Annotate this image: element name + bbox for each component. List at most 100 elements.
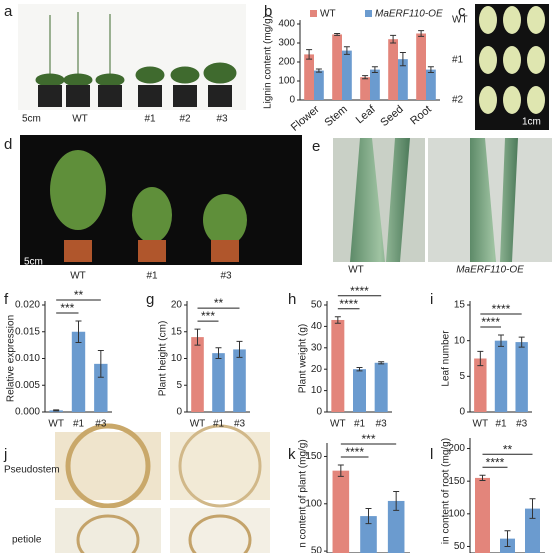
panel-letter: g (146, 291, 154, 308)
x-tick-label: Stem (322, 103, 349, 129)
bar (332, 470, 350, 553)
error-bar (236, 340, 243, 358)
bar (388, 39, 398, 100)
y-tick-label: 300 (278, 38, 295, 49)
panel-letter: e (312, 138, 320, 155)
photo-label: #1 (146, 271, 158, 282)
x-tick-label: #3 (376, 419, 388, 430)
error-bar (399, 52, 406, 67)
x-tick-label: #1 (495, 419, 507, 430)
photo-c (475, 4, 549, 130)
panel-letter: l (430, 446, 433, 463)
y-tick-label: 0.015 (15, 326, 40, 337)
bar (374, 362, 388, 412)
error-bar (337, 464, 344, 477)
bar (331, 319, 345, 412)
x-tick-label: Seed (378, 103, 405, 129)
bar (398, 59, 408, 100)
significance-label: *** (60, 301, 74, 315)
y-axis-label: Relative expression (6, 315, 17, 402)
photo-label: #1 (452, 55, 464, 66)
x-tick-label: #3 (234, 419, 246, 430)
panel-letter: f (4, 291, 9, 308)
y-tick-label: 0.000 (15, 407, 40, 418)
legend-label: MaERF110-OE (375, 9, 443, 20)
y-tick-label: 200 (448, 443, 465, 454)
photo-label: WT (348, 265, 364, 276)
y-tick-label: 200 (278, 57, 295, 68)
error-bar (315, 68, 322, 73)
error-bar (334, 33, 341, 36)
panel-letter: c (458, 3, 466, 20)
error-bar (390, 34, 397, 44)
significance-label: **** (339, 297, 358, 311)
y-tick-label: 400 (278, 19, 295, 30)
panel-letter: h (288, 291, 296, 308)
y-tick-label: 15 (171, 326, 183, 337)
y-tick-label: 20 (171, 300, 183, 311)
significance-label: ** (214, 296, 224, 310)
y-tick-label: 100 (305, 498, 322, 509)
significance-label: **** (481, 315, 500, 329)
photo-d (20, 135, 302, 265)
x-tick-label: WT (190, 419, 206, 430)
error-bar (75, 320, 82, 343)
x-tick-label: #1 (73, 419, 85, 430)
y-tick-label: 150 (305, 451, 322, 462)
scale-label: 5cm (22, 114, 41, 125)
y-tick-label: 10 (171, 353, 183, 364)
bar (474, 358, 487, 412)
y-tick-label: 150 (448, 476, 465, 487)
y-tick-label: 50 (311, 546, 323, 553)
panel-letter: a (4, 3, 13, 20)
panel-letter: b (264, 3, 272, 20)
bar (71, 331, 86, 412)
y-tick-label: 0.010 (15, 353, 40, 364)
bar (387, 500, 405, 553)
error-bar (418, 30, 425, 37)
y-tick-label: 0 (289, 95, 295, 106)
panel-letter: i (430, 291, 433, 308)
significance-label: **** (486, 455, 505, 469)
error-bar (306, 49, 313, 60)
y-tick-label: 100 (278, 76, 295, 87)
y-tick-label: 0 (459, 407, 465, 418)
bar (426, 69, 436, 100)
error-bar (427, 66, 434, 73)
photo-label: #2 (179, 114, 191, 125)
scale-label: 1cm (522, 117, 541, 128)
y-axis-label: in content of root (mg/g) (441, 438, 452, 544)
bar (314, 70, 324, 100)
error-bar (334, 316, 341, 324)
significance-label: **** (345, 445, 364, 459)
y-tick-label: 5 (176, 380, 182, 391)
y-axis-label: Lignin content (mg/g) (263, 15, 274, 109)
y-tick-label: 100 (448, 508, 465, 519)
bar (515, 342, 528, 412)
photo-j (55, 423, 270, 553)
legend-swatch (365, 10, 372, 17)
photo-label: #3 (220, 271, 232, 282)
error-bar (53, 409, 60, 412)
y-tick-label: 10 (311, 385, 323, 396)
error-bar (365, 508, 372, 525)
scale-label: 5cm (24, 257, 43, 268)
x-tick-label: Root (408, 103, 434, 127)
bar (191, 337, 204, 412)
error-bar (529, 498, 536, 519)
error-bar (194, 328, 201, 346)
bar (370, 69, 380, 100)
x-tick-label: #3 (516, 419, 528, 430)
error-bar (498, 334, 504, 347)
bar (212, 353, 225, 412)
y-tick-label: 10 (454, 335, 466, 346)
bar (525, 508, 540, 553)
error-bar (378, 361, 385, 365)
x-tick-label: WT (48, 419, 64, 430)
bar (360, 77, 370, 100)
legend-swatch (310, 10, 317, 17)
bar (332, 34, 342, 101)
y-tick-label: 0.005 (15, 380, 40, 391)
error-bar (97, 349, 104, 378)
photo-label: #2 (452, 95, 464, 106)
